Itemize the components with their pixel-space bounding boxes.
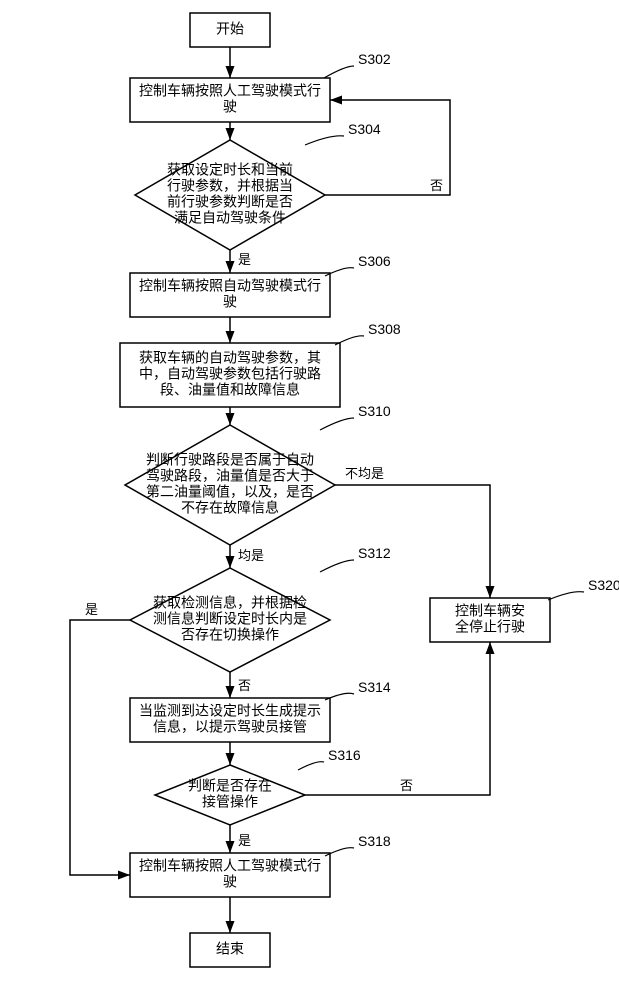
node-text: 驶 [223, 294, 237, 310]
flowchart-diagram: 是否均是不均是否是是否开始控制车辆按照人工驾驶模式行驶获取设定时长和当前行驶参数… [0, 0, 619, 1000]
node-text: 驶 [223, 874, 237, 890]
node-text: 第二油量阈值，以及，是否 [146, 484, 314, 500]
step-label: S312 [358, 545, 391, 561]
step-callout-line [305, 136, 344, 145]
step-label: S314 [358, 679, 391, 695]
node-s306: 控制车辆按照自动驾驶模式行驶 [130, 273, 330, 317]
node-text: 不存在故障信息 [181, 500, 279, 516]
node-s316: 判断是否存在接管操作 [155, 765, 305, 825]
node-text: 全停止行驶 [455, 619, 525, 635]
step-label: S318 [358, 833, 391, 849]
edge-label: 是 [85, 602, 98, 617]
node-s318: 控制车辆按照人工驾驶模式行驶 [130, 853, 330, 897]
edge-label: 是 [238, 252, 251, 267]
edge [335, 485, 490, 598]
node-text: 当监测到达设定时长生成提示 [139, 703, 321, 719]
step-label: S306 [358, 253, 391, 269]
node-text: 获取车辆的自动驾驶参数，其 [139, 350, 321, 366]
node-text: 控制车辆按照人工驾驶模式行 [139, 83, 321, 99]
node-end: 结束 [190, 933, 270, 967]
step-label: S302 [358, 51, 391, 67]
step-label: S310 [358, 403, 391, 419]
step-callout-line [324, 66, 354, 78]
node-start: 开始 [190, 13, 270, 47]
node-text: 否存在切换操作 [181, 627, 279, 643]
node-text: 满足自动驾驶条件 [174, 210, 286, 226]
node-text: 驾驶路段，油量值是否大于 [146, 468, 314, 484]
node-s314: 当监测到达设定时长生成提示信息，以提示驾驶员接管 [130, 698, 330, 742]
step-callout-line [298, 762, 324, 770]
node-text: 行驶参数，并根据当 [167, 178, 293, 194]
node-text: 判断行驶路段是否属于自动 [146, 452, 314, 468]
node-text: 前行驶参数判断是否 [167, 194, 293, 210]
node-s308: 获取车辆的自动驾驶参数，其中，自动驾驶参数包括行驶路段、油量值和故障信息 [120, 343, 340, 407]
node-text: 控制车辆按照自动驾驶模式行 [139, 278, 321, 294]
node-text: 控制车辆安 [455, 603, 525, 619]
node-text: 中，自动驾驶参数包括行驶路 [139, 366, 321, 382]
node-text: 开始 [216, 21, 244, 37]
edge [70, 620, 130, 875]
node-text: 测信息判断设定时长内是 [153, 611, 307, 627]
node-text: 信息，以提示驾驶员接管 [153, 719, 307, 735]
edge-label: 是 [238, 833, 251, 848]
edge-label: 均是 [238, 548, 264, 563]
step-label: S308 [368, 321, 401, 337]
edge [305, 642, 490, 795]
node-text: 判断是否存在 [188, 778, 272, 794]
node-text: 驶 [223, 99, 237, 115]
node-s304: 获取设定时长和当前行驶参数，并根据当前行驶参数判断是否满足自动驾驶条件 [135, 140, 325, 250]
edge-label: 不均是 [345, 466, 384, 481]
step-callout-line [548, 592, 584, 600]
step-label: S320 [588, 577, 619, 593]
node-text: 接管操作 [202, 794, 258, 810]
step-label: S304 [348, 121, 381, 137]
node-text: 段、油量值和故障信息 [160, 382, 300, 398]
node-text: 结束 [216, 941, 244, 957]
step-label: S316 [328, 747, 361, 763]
node-s312: 获取检测信息，并根据检测信息判断设定时长内是否存在切换操作 [130, 568, 330, 672]
node-s302: 控制车辆按照人工驾驶模式行驶 [130, 78, 330, 122]
edge-label: 否 [238, 678, 251, 693]
node-s310: 判断行驶路段是否属于自动驾驶路段，油量值是否大于第二油量阈值，以及，是否不存在故… [125, 425, 335, 545]
node-s320: 控制车辆安全停止行驶 [430, 598, 550, 642]
node-text: 获取检测信息，并根据检 [153, 595, 307, 611]
step-callout-line [320, 560, 354, 572]
edge-label: 否 [400, 778, 413, 793]
step-callout-line [320, 418, 354, 430]
node-text: 获取设定时长和当前 [167, 162, 293, 178]
node-text: 控制车辆按照人工驾驶模式行 [139, 858, 321, 874]
edge-label: 否 [430, 178, 443, 193]
